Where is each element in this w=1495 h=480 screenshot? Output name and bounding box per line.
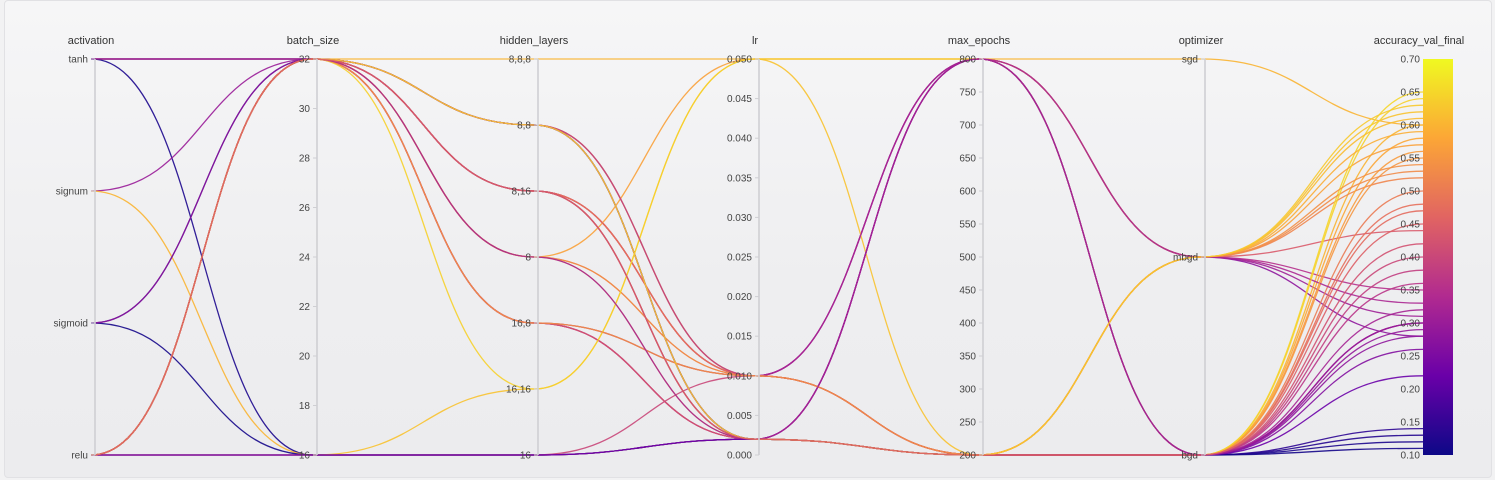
axis-max-epochs[interactable]: max_epochs 200 250 300 350 400 450 500 550 600 650… xyxy=(948,35,1011,462)
tick-label: 0.30 xyxy=(1401,319,1421,330)
tick-label: 0.020 xyxy=(727,292,752,303)
tick-label: sgd xyxy=(1182,55,1198,66)
tick-label: 0.45 xyxy=(1401,220,1421,231)
tick-label: 500 xyxy=(959,253,976,264)
tick-label: 0.20 xyxy=(1401,385,1421,396)
tick-label: 0.015 xyxy=(727,332,752,343)
run-line[interactable] xyxy=(90,58,1424,456)
tick-label: 16,16 xyxy=(506,385,531,396)
tick-label: 0.65 xyxy=(1401,88,1421,99)
tick-label: 450 xyxy=(959,286,976,297)
tick-label: 0.050 xyxy=(727,55,752,66)
tick-label: 700 xyxy=(959,121,976,132)
tick-label: 0.50 xyxy=(1401,187,1421,198)
tick-label: 0.25 xyxy=(1401,352,1421,363)
tick-label: 0.045 xyxy=(727,94,752,105)
axis-title: max_epochs xyxy=(948,35,1011,47)
tick-label: 22 xyxy=(299,302,311,313)
axes: activation tanh signum sigmoid relu batch_siz… xyxy=(54,35,1465,462)
tick-label: 26 xyxy=(299,203,311,214)
tick-label: 18 xyxy=(299,401,311,412)
tick-label: 0.40 xyxy=(1401,253,1421,264)
tick-label: 0.55 xyxy=(1401,154,1421,165)
axis-optimizer[interactable]: optimizer sgd mbgd bgd xyxy=(1173,35,1224,462)
run-lines xyxy=(90,58,1424,456)
tick-label: 0.010 xyxy=(727,371,752,382)
run-line[interactable] xyxy=(90,256,1424,456)
axis-title: optimizer xyxy=(1179,35,1224,47)
axis-title: batch_size xyxy=(287,35,340,47)
tick-label: 16 xyxy=(520,451,532,462)
run-line[interactable] xyxy=(90,322,1424,456)
tick-label: 8 xyxy=(525,253,531,264)
tick-label: bgd xyxy=(1181,451,1198,462)
tick-label: 750 xyxy=(959,88,976,99)
tick-label: 0.60 xyxy=(1401,121,1421,132)
axis-batch-size[interactable]: batch_size 16 18 20 22 24 26 28 30 32 xyxy=(287,35,340,462)
tick-label: 0.10 xyxy=(1401,451,1421,462)
tick-label: 30 xyxy=(299,104,311,115)
tick-label: 800 xyxy=(959,55,976,66)
parallel-coordinates-chart: activation tanh signum sigmoid relu batch_siz… xyxy=(54,35,1465,462)
tick-label: 0.025 xyxy=(727,253,752,264)
tick-label: 200 xyxy=(959,451,976,462)
colorbar xyxy=(1423,59,1453,455)
tick-label: 32 xyxy=(299,55,311,66)
tick-label: 8,8,8 xyxy=(509,55,532,66)
tick-label: 0.70 xyxy=(1401,55,1421,66)
tick-label: 400 xyxy=(959,319,976,330)
tick-label: mbgd xyxy=(1173,253,1198,264)
tick-label: 0.005 xyxy=(727,411,752,422)
tick-label: signum xyxy=(56,187,88,198)
tick-label: 24 xyxy=(299,253,311,264)
axis-title: accuracy_val_final xyxy=(1374,35,1465,47)
axis-title: lr xyxy=(752,35,758,47)
tick-label: 16 xyxy=(299,451,311,462)
tick-label: 250 xyxy=(959,418,976,429)
tick-label: 650 xyxy=(959,154,976,165)
tick-label: 16,8 xyxy=(512,319,532,330)
tick-label: 0.040 xyxy=(727,134,752,145)
axis-accuracy-val-final[interactable]: accuracy_val_final 0.10 0.15 0.20 0.25 0.30 0.… xyxy=(1374,35,1465,462)
axis-title: hidden_layers xyxy=(500,35,569,47)
axis-title: activation xyxy=(68,35,114,47)
tick-label: 20 xyxy=(299,352,311,363)
tick-label: 300 xyxy=(959,385,976,396)
tick-label: 550 xyxy=(959,220,976,231)
tick-label: 8,16 xyxy=(512,187,532,198)
tick-label: 8,8 xyxy=(517,121,531,132)
tick-label: tanh xyxy=(69,55,88,66)
axis-activation[interactable]: activation tanh signum sigmoid relu xyxy=(54,35,115,462)
tick-label: sigmoid xyxy=(54,319,88,330)
tick-label: 28 xyxy=(299,154,311,165)
tick-label: 0.030 xyxy=(727,213,752,224)
tick-label: 0.35 xyxy=(1401,286,1421,297)
tick-label: 600 xyxy=(959,187,976,198)
chart-panel: activation tanh signum sigmoid relu batch_siz… xyxy=(4,0,1492,478)
tick-label: relu xyxy=(71,451,88,462)
axis-lr[interactable]: lr 0.000 0.005 0.010 0.015 0.020 0.025 0.030 0.0… xyxy=(727,35,760,462)
tick-label: 0.035 xyxy=(727,173,752,184)
tick-label: 0.000 xyxy=(727,451,752,462)
tick-label: 350 xyxy=(959,352,976,363)
tick-label: 0.15 xyxy=(1401,418,1421,429)
axis-hidden-layers[interactable]: hidden_layers 8,8,8 8,8 8,16 8 16,8 16,16 16 xyxy=(500,35,569,462)
run-line[interactable] xyxy=(90,124,1424,456)
